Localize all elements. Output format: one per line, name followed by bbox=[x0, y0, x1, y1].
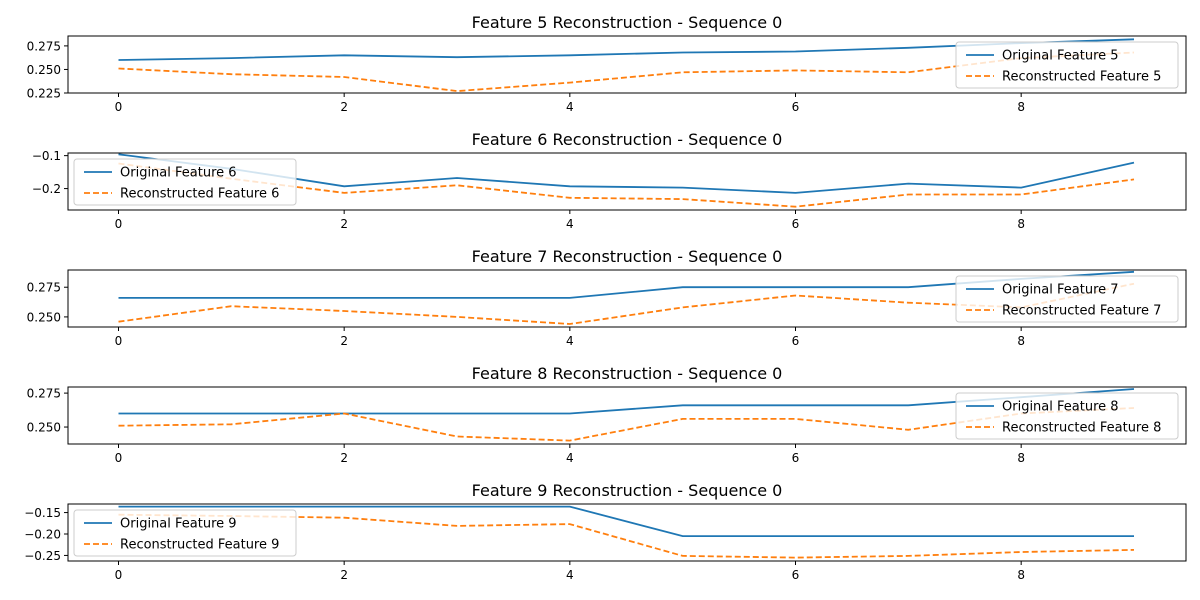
reconstructed-series-line bbox=[118, 513, 1135, 559]
x-tick-label: 6 bbox=[792, 451, 800, 465]
x-tick-label: 4 bbox=[566, 100, 574, 114]
legend-label: Original Feature 6 bbox=[120, 166, 237, 181]
y-tick-label: 0.250 bbox=[27, 310, 61, 324]
axes-frame bbox=[67, 386, 1187, 445]
x-tick-label: 8 bbox=[1017, 100, 1025, 114]
legend-box bbox=[73, 509, 297, 557]
subplot-2: Feature 6 Reconstruction - Sequence 0 0 2 4… bbox=[32, 130, 1187, 231]
y-tick-label: 0.225 bbox=[27, 87, 61, 101]
subplot-1: Feature 5 Reconstruction - Sequence 0 0 2 4… bbox=[27, 13, 1187, 114]
subplot-3: Feature 7 Reconstruction - Sequence 0 0 2 4… bbox=[27, 247, 1187, 348]
subplot-title: Feature 9 Reconstruction - Sequence 0 bbox=[472, 481, 783, 500]
subplot-title: Feature 7 Reconstruction - Sequence 0 bbox=[472, 247, 783, 266]
legend-label: Original Feature 9 bbox=[120, 517, 237, 532]
x-tick-label: 2 bbox=[340, 217, 348, 231]
y-tick-label: −0.25 bbox=[24, 549, 61, 563]
x-tick-label: 6 bbox=[792, 100, 800, 114]
subplot-5: Feature 9 Reconstruction - Sequence 0 0 2 4… bbox=[24, 481, 1187, 582]
legend-label: Reconstructed Feature 7 bbox=[1002, 304, 1161, 319]
legend-label: Reconstructed Feature 8 bbox=[1002, 421, 1161, 436]
x-tick-label: 0 bbox=[115, 217, 123, 231]
x-tick-label: 4 bbox=[566, 217, 574, 231]
x-tick-label: 2 bbox=[340, 334, 348, 348]
y-tick-label: 0.250 bbox=[27, 421, 61, 435]
legend-box bbox=[955, 392, 1179, 440]
legend: Original Feature 5 Reconstructed Feature … bbox=[955, 41, 1179, 89]
x-tick-label: 0 bbox=[115, 451, 123, 465]
original-series-line bbox=[118, 505, 1134, 537]
axes-frame bbox=[67, 503, 1187, 562]
legend-label: Reconstructed Feature 5 bbox=[1002, 70, 1161, 85]
legend-label: Original Feature 8 bbox=[1002, 400, 1119, 415]
x-tick-label: 8 bbox=[1017, 217, 1025, 231]
x-tick-label: 2 bbox=[340, 451, 348, 465]
y-tick-label: −0.20 bbox=[24, 528, 61, 542]
subplot-title: Feature 8 Reconstruction - Sequence 0 bbox=[472, 364, 783, 383]
legend: Original Feature 9 Reconstructed Feature … bbox=[73, 509, 297, 557]
x-tick-label: 8 bbox=[1017, 451, 1025, 465]
legend: Original Feature 8 Reconstructed Feature … bbox=[955, 392, 1179, 440]
x-tick-label: 0 bbox=[115, 568, 123, 582]
axes-frame bbox=[67, 152, 1187, 211]
subplot-title: Feature 5 Reconstruction - Sequence 0 bbox=[472, 13, 783, 32]
y-tick-label: 0.275 bbox=[27, 281, 61, 295]
y-tick-label: −0.1 bbox=[32, 149, 61, 163]
x-tick-label: 2 bbox=[340, 568, 348, 582]
legend-box bbox=[955, 41, 1179, 89]
y-tick-label: 0.275 bbox=[27, 387, 61, 401]
legend: Original Feature 6 Reconstructed Feature … bbox=[73, 158, 297, 206]
x-tick-label: 4 bbox=[566, 334, 574, 348]
legend-box bbox=[955, 275, 1179, 323]
x-tick-label: 4 bbox=[566, 568, 574, 582]
y-tick-label: 0.275 bbox=[27, 39, 61, 53]
y-tick-label: 0.250 bbox=[27, 63, 61, 77]
legend-label: Reconstructed Feature 9 bbox=[120, 538, 279, 553]
x-tick-label: 6 bbox=[792, 334, 800, 348]
y-tick-label: −0.15 bbox=[24, 506, 61, 520]
x-tick-label: 6 bbox=[792, 217, 800, 231]
legend-label: Reconstructed Feature 6 bbox=[120, 187, 279, 202]
x-tick-label: 6 bbox=[792, 568, 800, 582]
x-tick-label: 0 bbox=[115, 334, 123, 348]
x-tick-label: 2 bbox=[340, 100, 348, 114]
reconstructed-series-line bbox=[118, 162, 1135, 208]
y-tick-label: −0.2 bbox=[32, 182, 61, 196]
x-tick-label: 4 bbox=[566, 451, 574, 465]
axes-frame bbox=[67, 35, 1187, 94]
subplot-title: Feature 6 Reconstruction - Sequence 0 bbox=[472, 130, 783, 149]
subplot-4: Feature 8 Reconstruction - Sequence 0 0 2 4… bbox=[27, 364, 1187, 465]
x-tick-label: 8 bbox=[1017, 568, 1025, 582]
legend: Original Feature 7 Reconstructed Feature … bbox=[955, 275, 1179, 323]
legend-label: Original Feature 5 bbox=[1002, 49, 1119, 64]
legend-box bbox=[73, 158, 297, 206]
x-tick-label: 8 bbox=[1017, 334, 1025, 348]
axes-frame bbox=[67, 269, 1187, 328]
legend-label: Original Feature 7 bbox=[1002, 283, 1119, 298]
x-tick-label: 0 bbox=[115, 100, 123, 114]
